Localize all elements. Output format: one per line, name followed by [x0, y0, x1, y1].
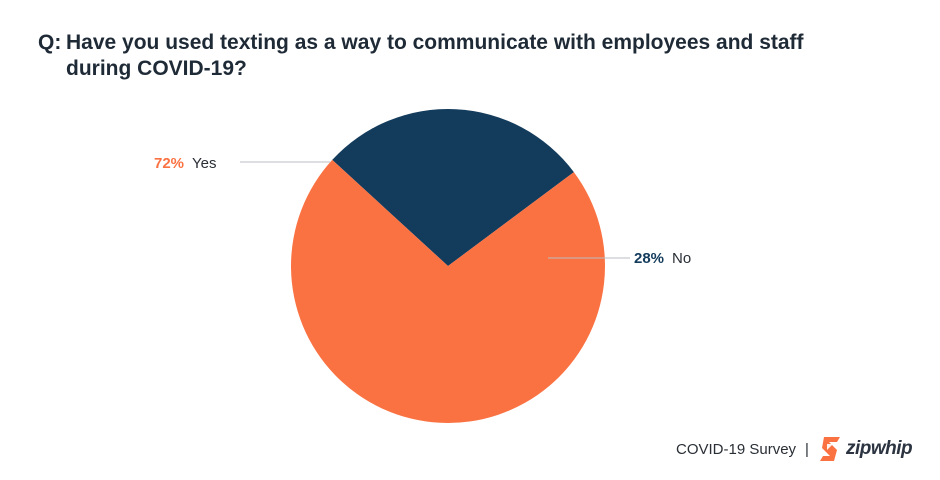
survey-label: COVID-19 Survey: [676, 440, 797, 458]
footer-separator: |: [805, 440, 809, 458]
slice-label-yes: 72% Yes: [154, 155, 217, 172]
slice-value-no: 28%: [634, 250, 664, 267]
zipwhip-logo-icon: [819, 437, 840, 461]
footer: COVID-19 Survey | zipwhip: [676, 436, 913, 462]
slice-name-yes: Yes: [192, 155, 216, 172]
question-text: Have you used texting as a way to commun…: [66, 31, 804, 80]
slice-value-yes: 72%: [154, 155, 184, 172]
question-prefix: Q:: [38, 31, 62, 54]
chart-title: Q: Have you used texting as a way to com…: [38, 30, 818, 82]
brand-name: zipwhip: [845, 438, 913, 459]
slice-label-no: 28% No: [634, 250, 691, 267]
pie-slice-yes: [291, 159, 606, 423]
slice-name-no: No: [672, 250, 691, 267]
zipwhip-logo: zipwhip: [818, 436, 913, 462]
pie-slice-no: [332, 109, 574, 267]
